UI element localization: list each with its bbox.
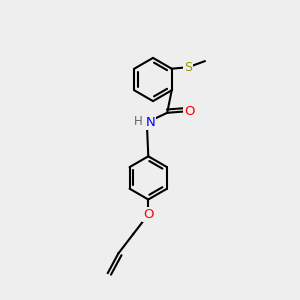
Text: N: N <box>146 116 155 129</box>
Text: H: H <box>134 115 143 128</box>
Text: O: O <box>184 105 194 118</box>
Text: S: S <box>184 61 192 74</box>
Text: O: O <box>143 208 154 221</box>
